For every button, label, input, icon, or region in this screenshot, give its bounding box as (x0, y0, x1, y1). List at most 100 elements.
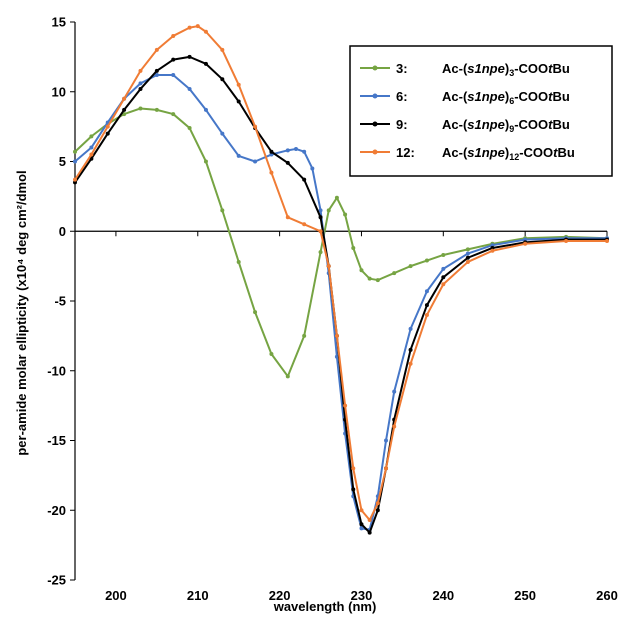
data-point (465, 247, 470, 252)
legend-label-part: t (548, 89, 553, 104)
data-point (523, 237, 528, 242)
data-point (236, 153, 241, 158)
data-point (367, 518, 372, 523)
legend-label-part: t (548, 61, 553, 76)
data-point (138, 68, 143, 73)
y-tick-label: -10 (47, 363, 66, 378)
legend-label-part: t (553, 145, 558, 160)
data-point (293, 146, 298, 151)
data-point (187, 86, 192, 91)
legend-series-id: 12: (396, 145, 415, 160)
data-point (343, 212, 348, 217)
data-point (318, 229, 323, 234)
data-point (424, 258, 429, 263)
data-point (187, 54, 192, 59)
legend-item: 3: Ac-(s1npe)3-COOtBu (360, 61, 570, 78)
data-point (253, 310, 258, 315)
data-point (285, 148, 290, 153)
data-point (605, 239, 609, 244)
data-point (171, 73, 176, 78)
legend-label-part: ) (505, 89, 509, 104)
data-point (154, 47, 159, 52)
data-point (302, 177, 307, 182)
data-point (89, 134, 94, 139)
legend-series-id: 3: (396, 61, 408, 76)
data-point (122, 107, 127, 112)
y-tick-label: 5 (59, 154, 66, 169)
data-point (334, 195, 339, 200)
legend-label-part: -COO (514, 89, 548, 104)
y-tick-label: -15 (47, 433, 66, 448)
data-point (269, 352, 274, 357)
data-point (285, 215, 290, 220)
data-point (351, 245, 356, 250)
data-point (73, 177, 77, 182)
legend-label-part: s1npe (467, 61, 505, 76)
legend-swatch-marker (372, 149, 378, 155)
data-point (408, 361, 413, 366)
data-point (367, 276, 372, 281)
data-point (326, 208, 331, 213)
data-point (490, 248, 495, 253)
legend-label-part: s1npe (467, 89, 505, 104)
data-point (318, 250, 323, 255)
legend-swatch-marker (372, 121, 378, 127)
data-point (318, 215, 323, 220)
data-point (310, 166, 315, 171)
legend-label-part: 9 (509, 124, 514, 134)
data-point (375, 508, 380, 513)
data-point (89, 152, 94, 157)
data-point (351, 487, 356, 492)
data-point (384, 466, 389, 471)
data-point (73, 159, 77, 164)
data-point (203, 61, 208, 66)
legend-label-part: Ac-( (442, 117, 468, 132)
data-point (424, 303, 429, 308)
legend-label-part: Ac-( (442, 89, 468, 104)
legend-swatch-marker (372, 65, 378, 71)
data-point (302, 149, 307, 154)
data-point (564, 239, 569, 244)
data-point (375, 278, 380, 283)
data-point (269, 149, 274, 154)
legend-label: Ac-(s1npe)12-COOtBu (442, 145, 575, 162)
data-point (187, 25, 192, 30)
data-point (154, 68, 159, 73)
legend-label-part: s1npe (467, 145, 505, 160)
data-point (171, 57, 176, 62)
data-point (441, 282, 446, 287)
data-point (73, 149, 77, 154)
data-point (441, 266, 446, 271)
legend-label-part: ) (505, 117, 509, 132)
data-point (392, 424, 397, 429)
data-point (465, 255, 470, 260)
y-tick-label: -20 (47, 503, 66, 518)
data-point (154, 107, 159, 112)
x-axis: 200 210 220 230 240 250 260 (75, 230, 618, 603)
data-point (236, 99, 241, 104)
series-2 (73, 73, 609, 532)
data-point (375, 501, 380, 506)
x-tick-label: 210 (187, 588, 209, 603)
legend-label-part: Bu (558, 145, 575, 160)
legend-series-id: 6: (396, 89, 408, 104)
y-tick-label: -25 (47, 573, 66, 588)
legend-label-part: Ac-( (442, 145, 468, 160)
data-point (408, 264, 413, 269)
x-tick-label: 200 (105, 588, 127, 603)
x-tick-label: 230 (351, 588, 373, 603)
series-line (74, 25, 607, 522)
legend-item: 12: Ac-(s1npe)12-COOtBu (360, 145, 575, 162)
data-point (253, 159, 258, 164)
data-point (253, 124, 258, 129)
data-point (195, 24, 200, 29)
data-point (171, 33, 176, 38)
data-point (302, 222, 307, 227)
data-point (236, 82, 241, 87)
y-tick-label: 15 (52, 15, 66, 30)
legend-label-part: Bu (553, 61, 570, 76)
data-point (359, 508, 364, 513)
data-point (359, 526, 364, 531)
